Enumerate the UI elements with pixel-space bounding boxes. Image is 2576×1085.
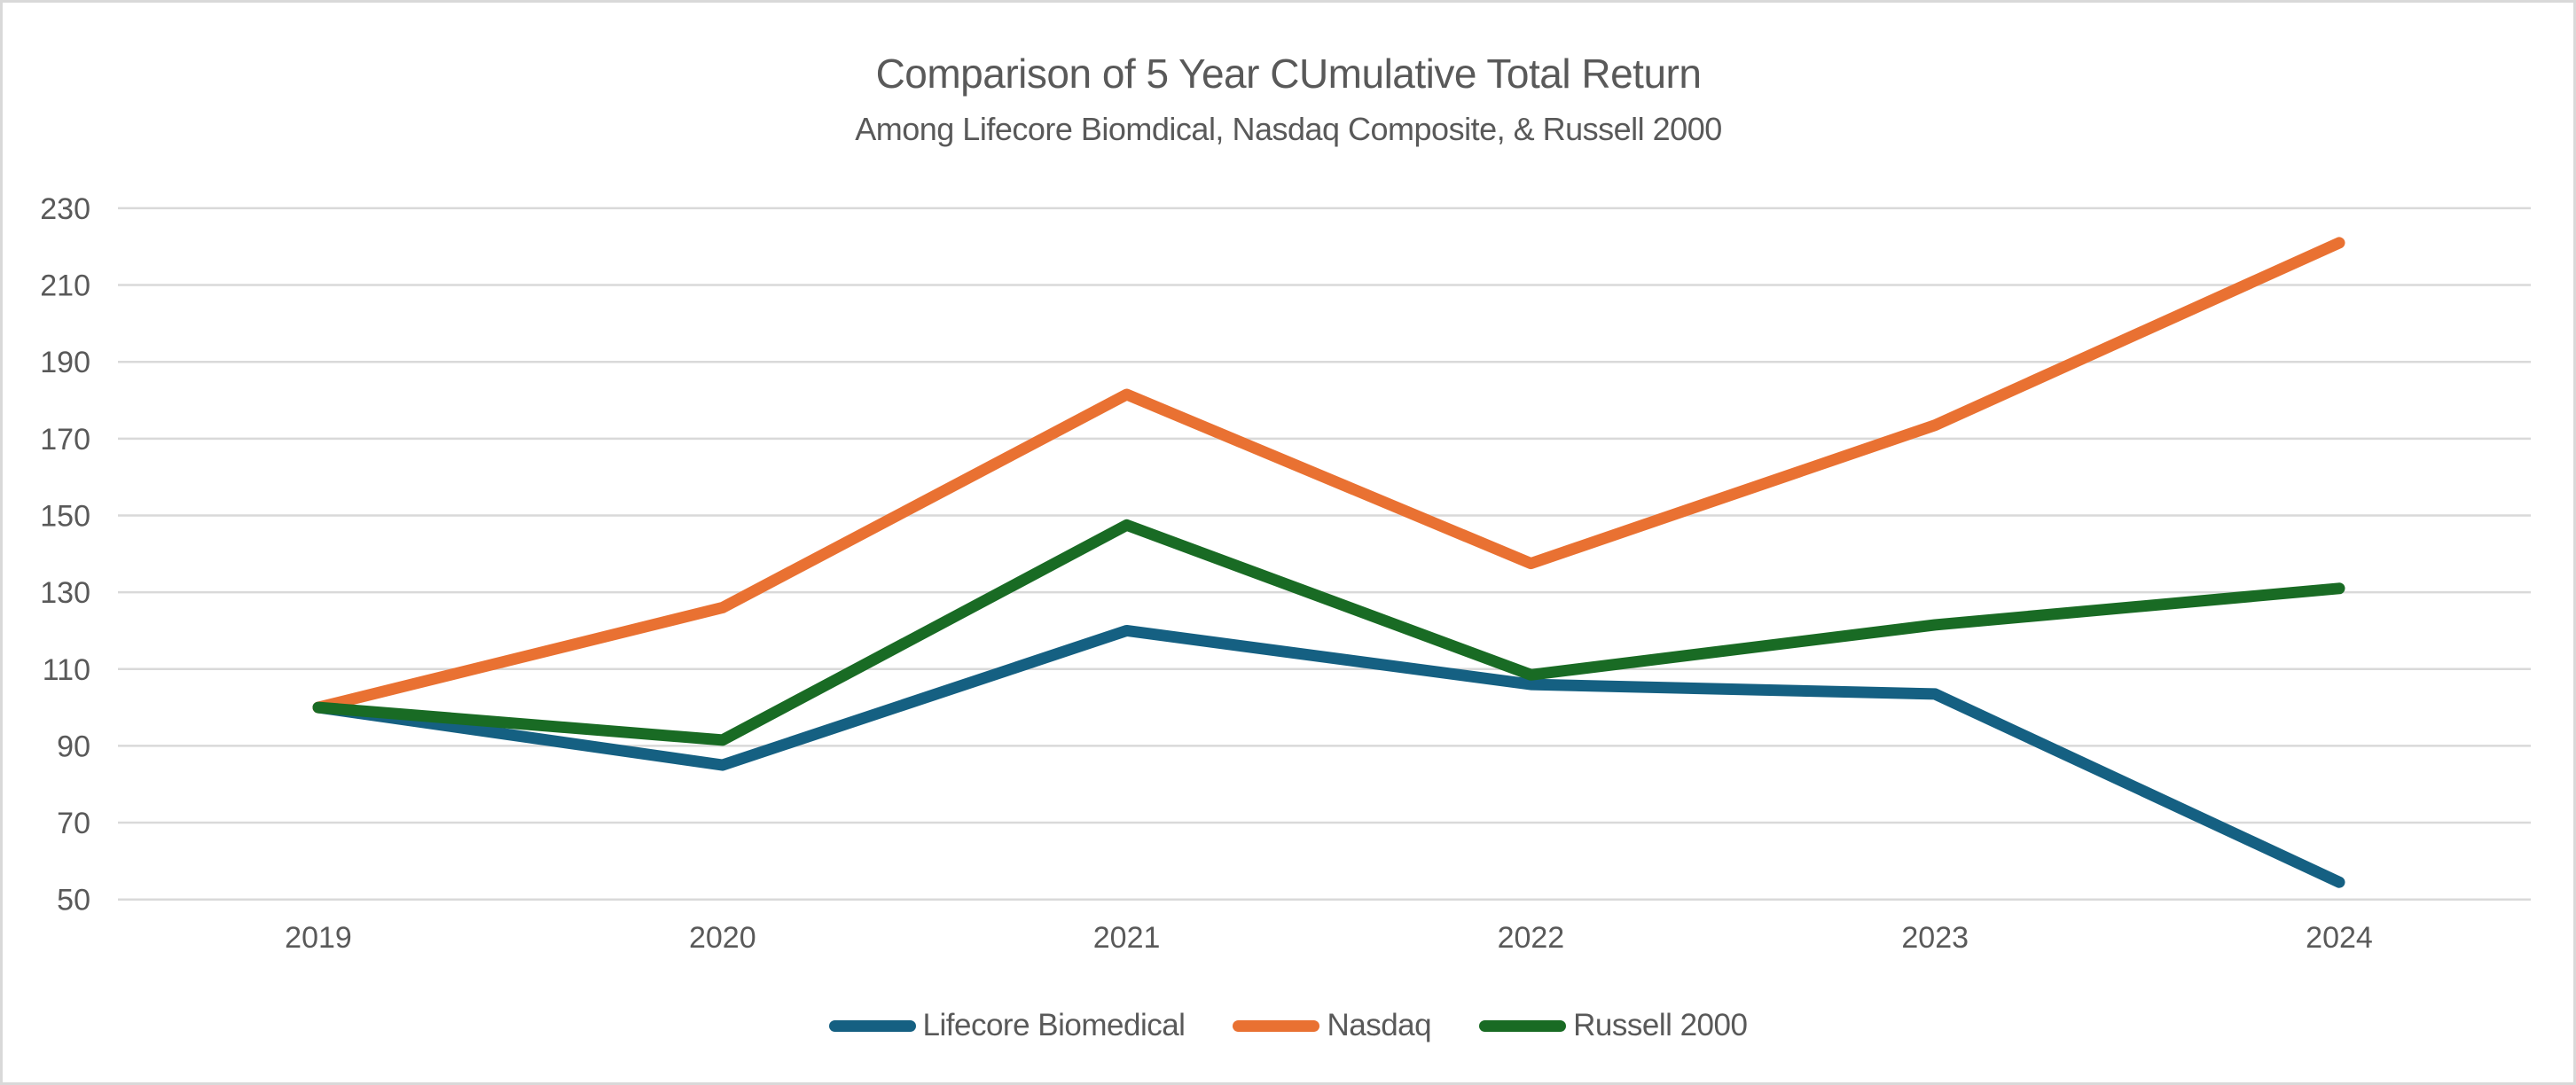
x-tick-label: 2021 bbox=[1093, 921, 1161, 955]
x-tick-label: 2019 bbox=[285, 921, 352, 955]
x-tick-label: 2023 bbox=[1901, 921, 1969, 955]
line-chart: 50 70 90 110 130 150 170 190 210 230 2019 2020 2021… bbox=[40, 51, 2531, 955]
series-line-lifecore-biomedical bbox=[312, 624, 2345, 888]
chart-subtitle: Among Lifecore Biomdical, Nasdaq Composi… bbox=[855, 111, 1722, 147]
chart-title: Comparison of 5 Year CUmulative Total Re… bbox=[876, 51, 1702, 97]
y-tick-label: 70 bbox=[57, 807, 90, 840]
series-line-nasdaq bbox=[312, 237, 2345, 714]
legend-item-lifecore-biomedical: Lifecore Biomedical bbox=[828, 1008, 1186, 1043]
legend-item-russell-2000: Russell 2000 bbox=[1479, 1008, 1748, 1043]
legend-item-nasdaq: Nasdaq bbox=[1233, 1008, 1432, 1043]
x-axis-tick-labels: 2019 2020 2021 2022 2023 2024 bbox=[285, 921, 2373, 955]
legend-label-russell-2000: Russell 2000 bbox=[1573, 1008, 1748, 1042]
x-tick-label: 2022 bbox=[1498, 921, 1565, 955]
legend-swatch-russell-2000 bbox=[1479, 1019, 1567, 1032]
legend-label-nasdaq: Nasdaq bbox=[1327, 1008, 1432, 1042]
y-tick-label: 170 bbox=[40, 423, 90, 457]
y-tick-label: 210 bbox=[40, 269, 90, 303]
legend-swatch-lifecore-biomedical bbox=[828, 1019, 916, 1032]
chart-legend: Lifecore Biomedical Nasdaq Russell 2000 bbox=[3, 1003, 2573, 1049]
y-axis-tick-labels: 50 70 90 110 130 150 170 190 210 230 bbox=[40, 192, 90, 917]
y-tick-label: 110 bbox=[43, 653, 90, 687]
y-tick-label: 150 bbox=[40, 499, 90, 533]
y-tick-label: 130 bbox=[40, 576, 90, 610]
y-tick-label: 230 bbox=[40, 192, 90, 226]
legend-swatch-nasdaq bbox=[1233, 1019, 1320, 1032]
y-tick-label: 50 bbox=[57, 884, 90, 917]
y-tick-label: 190 bbox=[40, 346, 90, 379]
series-line-russell-2000 bbox=[312, 519, 2345, 746]
series-lines bbox=[312, 237, 2345, 888]
x-tick-label: 2024 bbox=[2306, 921, 2373, 955]
x-tick-label: 2020 bbox=[689, 921, 756, 955]
legend-label-lifecore-biomedical: Lifecore Biomedical bbox=[922, 1008, 1186, 1042]
gridlines bbox=[118, 207, 2531, 901]
y-tick-label: 90 bbox=[57, 730, 90, 763]
